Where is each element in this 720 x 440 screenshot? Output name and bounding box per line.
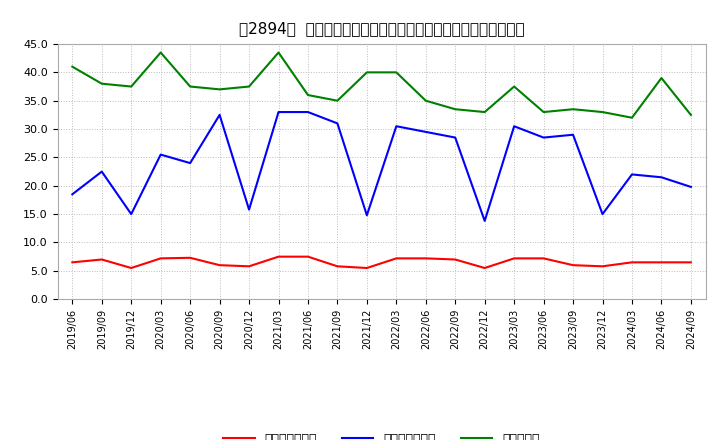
在庫回転率 [127, 84, 135, 89]
在庫回転率 [245, 84, 253, 89]
買入債務回転率 [421, 129, 430, 135]
売上債権回転率 [628, 260, 636, 265]
在庫回転率 [657, 75, 666, 81]
売上債権回転率 [304, 254, 312, 259]
買入債務回転率 [569, 132, 577, 137]
売上債権回転率 [451, 257, 459, 262]
Line: 売上債権回転率: 売上債権回転率 [72, 257, 691, 268]
売上債権回転率 [156, 256, 165, 261]
在庫回転率 [186, 84, 194, 89]
在庫回転率 [274, 50, 283, 55]
買入債務回転率 [657, 175, 666, 180]
売上債権回転率 [127, 265, 135, 271]
在庫回転率 [628, 115, 636, 121]
買入債務回転率 [451, 135, 459, 140]
売上債権回転率 [245, 264, 253, 269]
売上債権回転率 [68, 260, 76, 265]
売上債権回転率 [274, 254, 283, 259]
買入債務回転率 [628, 172, 636, 177]
売上債権回転率 [657, 260, 666, 265]
在庫回転率 [421, 98, 430, 103]
在庫回転率 [97, 81, 106, 86]
在庫回転率 [392, 70, 400, 75]
買入債務回転率 [598, 212, 607, 217]
売上債権回転率 [539, 256, 548, 261]
在庫回転率 [539, 110, 548, 115]
買入債務回転率 [215, 112, 224, 117]
買入債務回転率 [510, 124, 518, 129]
売上債権回転率 [510, 256, 518, 261]
買入債務回転率 [245, 207, 253, 212]
買入債務回転率 [392, 124, 400, 129]
Title: 【2894】  売上債権回転率、買入債務回転率、在庫回転率の推移: 【2894】 売上債権回転率、買入債務回転率、在庫回転率の推移 [239, 21, 524, 36]
買入債務回転率 [480, 218, 489, 224]
売上債権回転率 [569, 263, 577, 268]
売上債権回転率 [598, 264, 607, 269]
買入債務回転率 [687, 184, 696, 190]
買入債務回転率 [363, 213, 372, 218]
在庫回転率 [363, 70, 372, 75]
在庫回転率 [451, 106, 459, 112]
買入債務回転率 [127, 212, 135, 217]
買入債務回転率 [274, 110, 283, 115]
買入債務回転率 [97, 169, 106, 174]
Line: 買入債務回転率: 買入債務回転率 [72, 112, 691, 221]
在庫回転率 [480, 110, 489, 115]
売上債権回転率 [333, 264, 342, 269]
在庫回転率 [215, 87, 224, 92]
Line: 在庫回転率: 在庫回転率 [72, 52, 691, 118]
買入債務回転率 [186, 161, 194, 166]
買入債務回転率 [539, 135, 548, 140]
売上債権回転率 [687, 260, 696, 265]
売上債権回転率 [480, 265, 489, 271]
買入債務回転率 [68, 192, 76, 197]
売上債権回転率 [392, 256, 400, 261]
売上債権回転率 [215, 263, 224, 268]
在庫回転率 [68, 64, 76, 70]
売上債権回転率 [363, 265, 372, 271]
在庫回転率 [333, 98, 342, 103]
買入債務回転率 [304, 110, 312, 115]
在庫回転率 [304, 92, 312, 98]
在庫回転率 [569, 106, 577, 112]
買入債務回転率 [333, 121, 342, 126]
売上債権回転率 [421, 256, 430, 261]
在庫回転率 [510, 84, 518, 89]
在庫回転率 [156, 50, 165, 55]
在庫回転率 [687, 112, 696, 117]
在庫回転率 [598, 110, 607, 115]
売上債権回転率 [186, 255, 194, 260]
Legend: 売上債権回転率, 買入債務回転率, 在庫回転率: 売上債権回転率, 買入債務回転率, 在庫回転率 [218, 428, 545, 440]
売上債権回転率 [97, 257, 106, 262]
買入債務回転率 [156, 152, 165, 157]
